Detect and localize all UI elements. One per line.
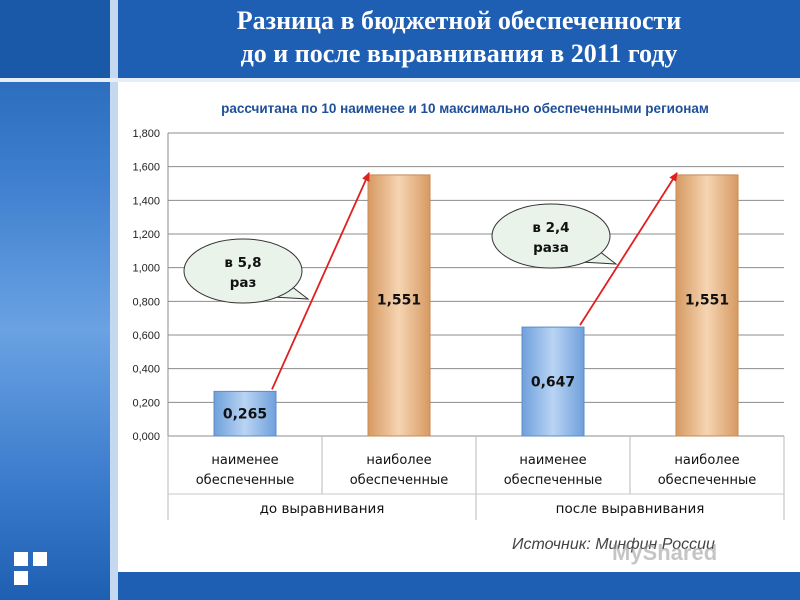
bar [367, 174, 431, 437]
callout-tail-cover [273, 285, 291, 298]
increase-arrow [271, 172, 370, 390]
callout-bubble [183, 238, 303, 304]
y-tick-label: 0,800 [132, 296, 160, 308]
logo-square [14, 552, 28, 566]
footer-bar [118, 572, 800, 600]
callout-text: в 2,4 [532, 220, 569, 236]
data-label: 1,551 [377, 293, 421, 309]
callout-text: раза [533, 240, 569, 256]
source-note: Источник: Минфин России [512, 536, 715, 553]
x-group-label: до выравнивания [260, 501, 385, 517]
slide-title: Разница в бюджетной обеспеченности до и … [118, 4, 800, 70]
increase-arrow [579, 172, 678, 326]
header-bar [118, 0, 800, 80]
callout-bubble [491, 203, 611, 269]
y-tick-label: 0,000 [132, 431, 160, 443]
y-tick-label: 0,200 [132, 397, 160, 409]
y-tick-label: 1,000 [132, 263, 160, 275]
x-category-label: наиболее [674, 453, 739, 468]
chart-labels: 0,265 наименее обеспеченные 1,551 наиболее об… [196, 293, 757, 517]
x-category-label: наименее [211, 453, 278, 468]
x-category-label: обеспеченные [196, 473, 295, 488]
chart-subtitle: рассчитана по 10 наименее и 10 максималь… [221, 101, 709, 116]
callout-tail-cover [581, 250, 599, 263]
left-divider-stripe [110, 0, 118, 600]
bar [213, 390, 277, 437]
bar [521, 326, 585, 437]
logo-square [33, 552, 47, 566]
callout-text: в 5,8 [224, 255, 261, 271]
y-tick-label: 0,400 [132, 364, 160, 376]
left-top-block [0, 0, 112, 80]
x-category-label: обеспеченные [504, 473, 603, 488]
left-decor-panel [0, 0, 118, 600]
y-tick-label: 1,800 [132, 128, 160, 140]
header-divider [0, 78, 800, 82]
x-group-label: после выравнивания [556, 501, 705, 517]
data-label: 1,551 [685, 293, 729, 309]
y-tick-label: 0,600 [132, 330, 160, 342]
watermark-text: MyShared [612, 540, 718, 565]
chart-bars [213, 174, 739, 437]
y-tick-label: 1,400 [132, 195, 160, 207]
data-label: 0,265 [223, 407, 267, 423]
chart-callouts: в 5,8 раз в 2,4 раза [183, 172, 678, 390]
x-category-label: наиболее [366, 453, 431, 468]
x-category-label: наименее [519, 453, 586, 468]
x-category-label: обеспеченные [658, 473, 757, 488]
y-tick-label: 1,600 [132, 162, 160, 174]
y-tick-label: 1,200 [132, 229, 160, 241]
logo-square [14, 571, 28, 585]
x-category-label: обеспеченные [350, 473, 449, 488]
bar [675, 174, 739, 437]
title-line-2: до и после выравнивания в 2011 году [240, 39, 678, 68]
data-label: 0,647 [531, 375, 575, 391]
title-line-1: Разница в бюджетной обеспеченности [236, 6, 682, 35]
callout-text: раз [230, 275, 257, 291]
